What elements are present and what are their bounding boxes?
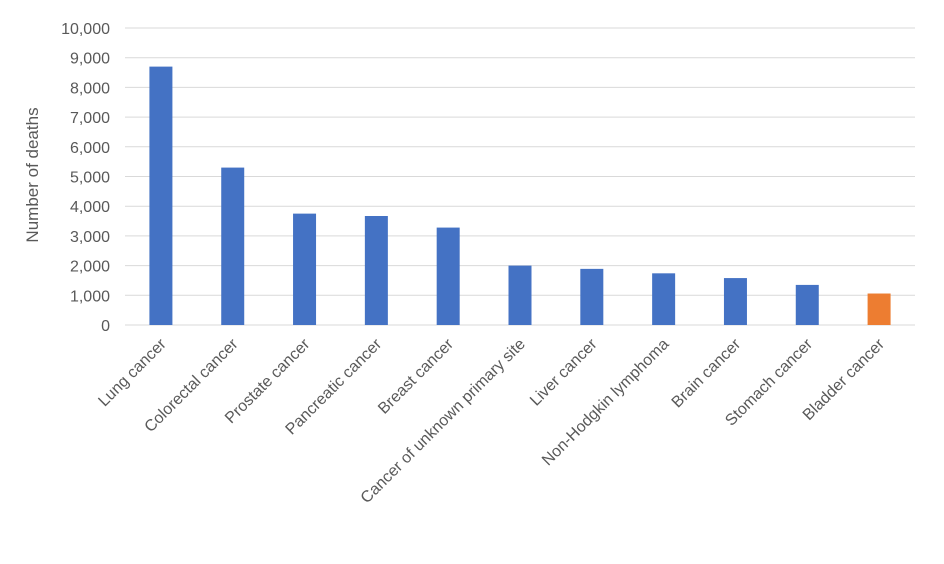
y-tick-label: 10,000 [61,21,110,38]
bar-bladder-cancer [867,293,891,325]
y-tick-label: 1,000 [70,288,110,305]
gridlines [125,27,915,326]
y-tick-label: 7,000 [70,110,110,127]
bar-cancer-of-unknown-primary-site [508,265,532,325]
x-category-label: Lung cancer [95,335,170,410]
y-axis-title: Number of deaths [23,107,42,242]
bar-lung-cancer [149,66,173,326]
y-tick-label: 4,000 [70,199,110,216]
y-tick-label: 2,000 [70,259,110,276]
bar-breast-cancer [436,227,460,325]
bar-colorectal-cancer [221,167,245,325]
y-tick-label: 6,000 [70,140,110,157]
bar-prostate-cancer [293,213,317,325]
y-tick-label: 9,000 [70,51,110,68]
y-tick-label: 5,000 [70,170,110,187]
bar-liver-cancer [580,268,604,325]
y-tick-label: 0 [101,318,110,335]
bar-stomach-cancer [795,284,819,325]
y-tick-label: 8,000 [70,80,110,97]
bars [149,66,891,326]
bar-brain-cancer [723,278,747,325]
bar-pancreatic-cancer [364,216,388,325]
x-category-label: Liver cancer [527,335,601,409]
y-tick-label: 3,000 [70,229,110,246]
x-category-label: Breast cancer [375,335,457,417]
y-axis-ticks: 0 1,000 2,000 3,000 4,000 5,000 6,000 7,000 8,00… [61,21,110,335]
bar-non-hodgkin-lymphoma [652,273,676,325]
x-category-label: Brain cancer [669,335,745,411]
x-category-label: Non-Hodgkin lymphoma [539,336,672,469]
